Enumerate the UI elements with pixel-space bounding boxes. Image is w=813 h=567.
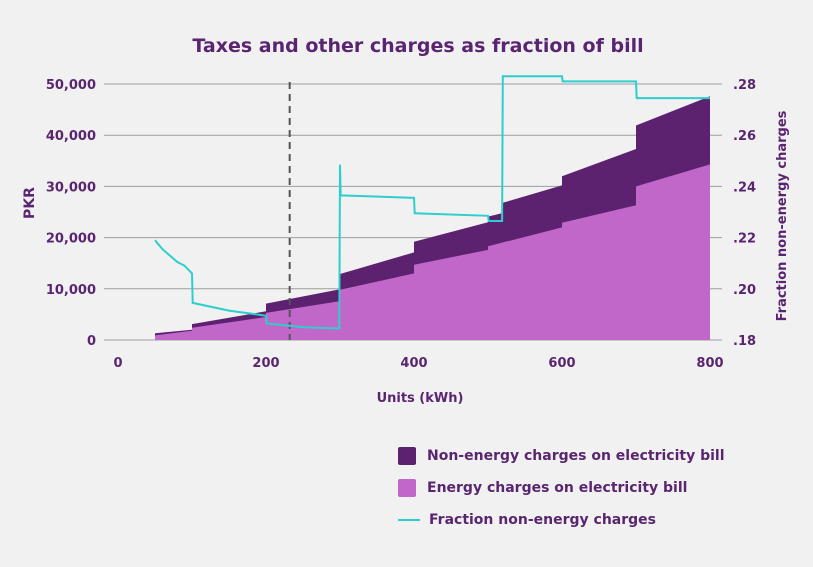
plot-areas — [155, 96, 710, 340]
y2-tick-label: .20 — [733, 283, 756, 298]
x-tick-label: 400 — [400, 356, 427, 371]
x-tick-label: 200 — [252, 356, 279, 371]
x-tick-label: 0 — [113, 356, 122, 371]
chart-title: Taxes and other charges as fraction of b… — [192, 35, 643, 57]
plot-lines — [154, 75, 710, 340]
area-energy — [155, 164, 710, 340]
y-tick-label: 10,000 — [46, 283, 96, 298]
y-tick-label: 30,000 — [46, 180, 96, 195]
x-tick-label: 800 — [696, 356, 723, 371]
legend-swatch-energy — [398, 479, 416, 497]
legend-item-energy: Energy charges on electricity bill — [398, 472, 725, 504]
fraction-line — [154, 75, 710, 330]
y2-tick-label: .28 — [733, 78, 756, 93]
legend-item-fraction: Fraction non-energy charges — [398, 504, 725, 536]
left-axis-ticks: 0 10,000 20,000 30,000 40,000 50,000 — [46, 78, 96, 349]
x-axis-label: Units (kWh) — [377, 391, 464, 406]
y2-tick-label: .24 — [733, 180, 756, 195]
legend-swatch-non-energy — [398, 447, 416, 465]
y-tick-label: 40,000 — [46, 129, 96, 144]
legend-swatch-fraction — [398, 519, 420, 521]
legend-label-fraction: Fraction non-energy charges — [429, 512, 656, 528]
x-axis-ticks: 0 200 400 600 800 — [113, 356, 723, 371]
x-tick-label: 600 — [548, 356, 575, 371]
y-axis-label: PKR — [22, 187, 38, 219]
legend-label-energy: Energy charges on electricity bill — [427, 480, 688, 496]
legend-label-non-energy: Non-energy charges on electricity bill — [427, 448, 725, 464]
y2-axis-label: Fraction non-energy charges — [775, 110, 790, 321]
y2-tick-label: .18 — [733, 334, 756, 349]
y-tick-label: 0 — [87, 334, 96, 349]
legend-item-non-energy: Non-energy charges on electricity bill — [398, 440, 725, 472]
y2-tick-label: .26 — [733, 129, 756, 144]
y-tick-label: 50,000 — [46, 78, 96, 93]
y-tick-label: 20,000 — [46, 232, 96, 247]
legend: Non-energy charges on electricity bill E… — [398, 440, 725, 536]
y2-tick-label: .22 — [733, 232, 756, 247]
right-axis-ticks: .18 .20 .22 .24 .26 .28 — [733, 78, 756, 349]
